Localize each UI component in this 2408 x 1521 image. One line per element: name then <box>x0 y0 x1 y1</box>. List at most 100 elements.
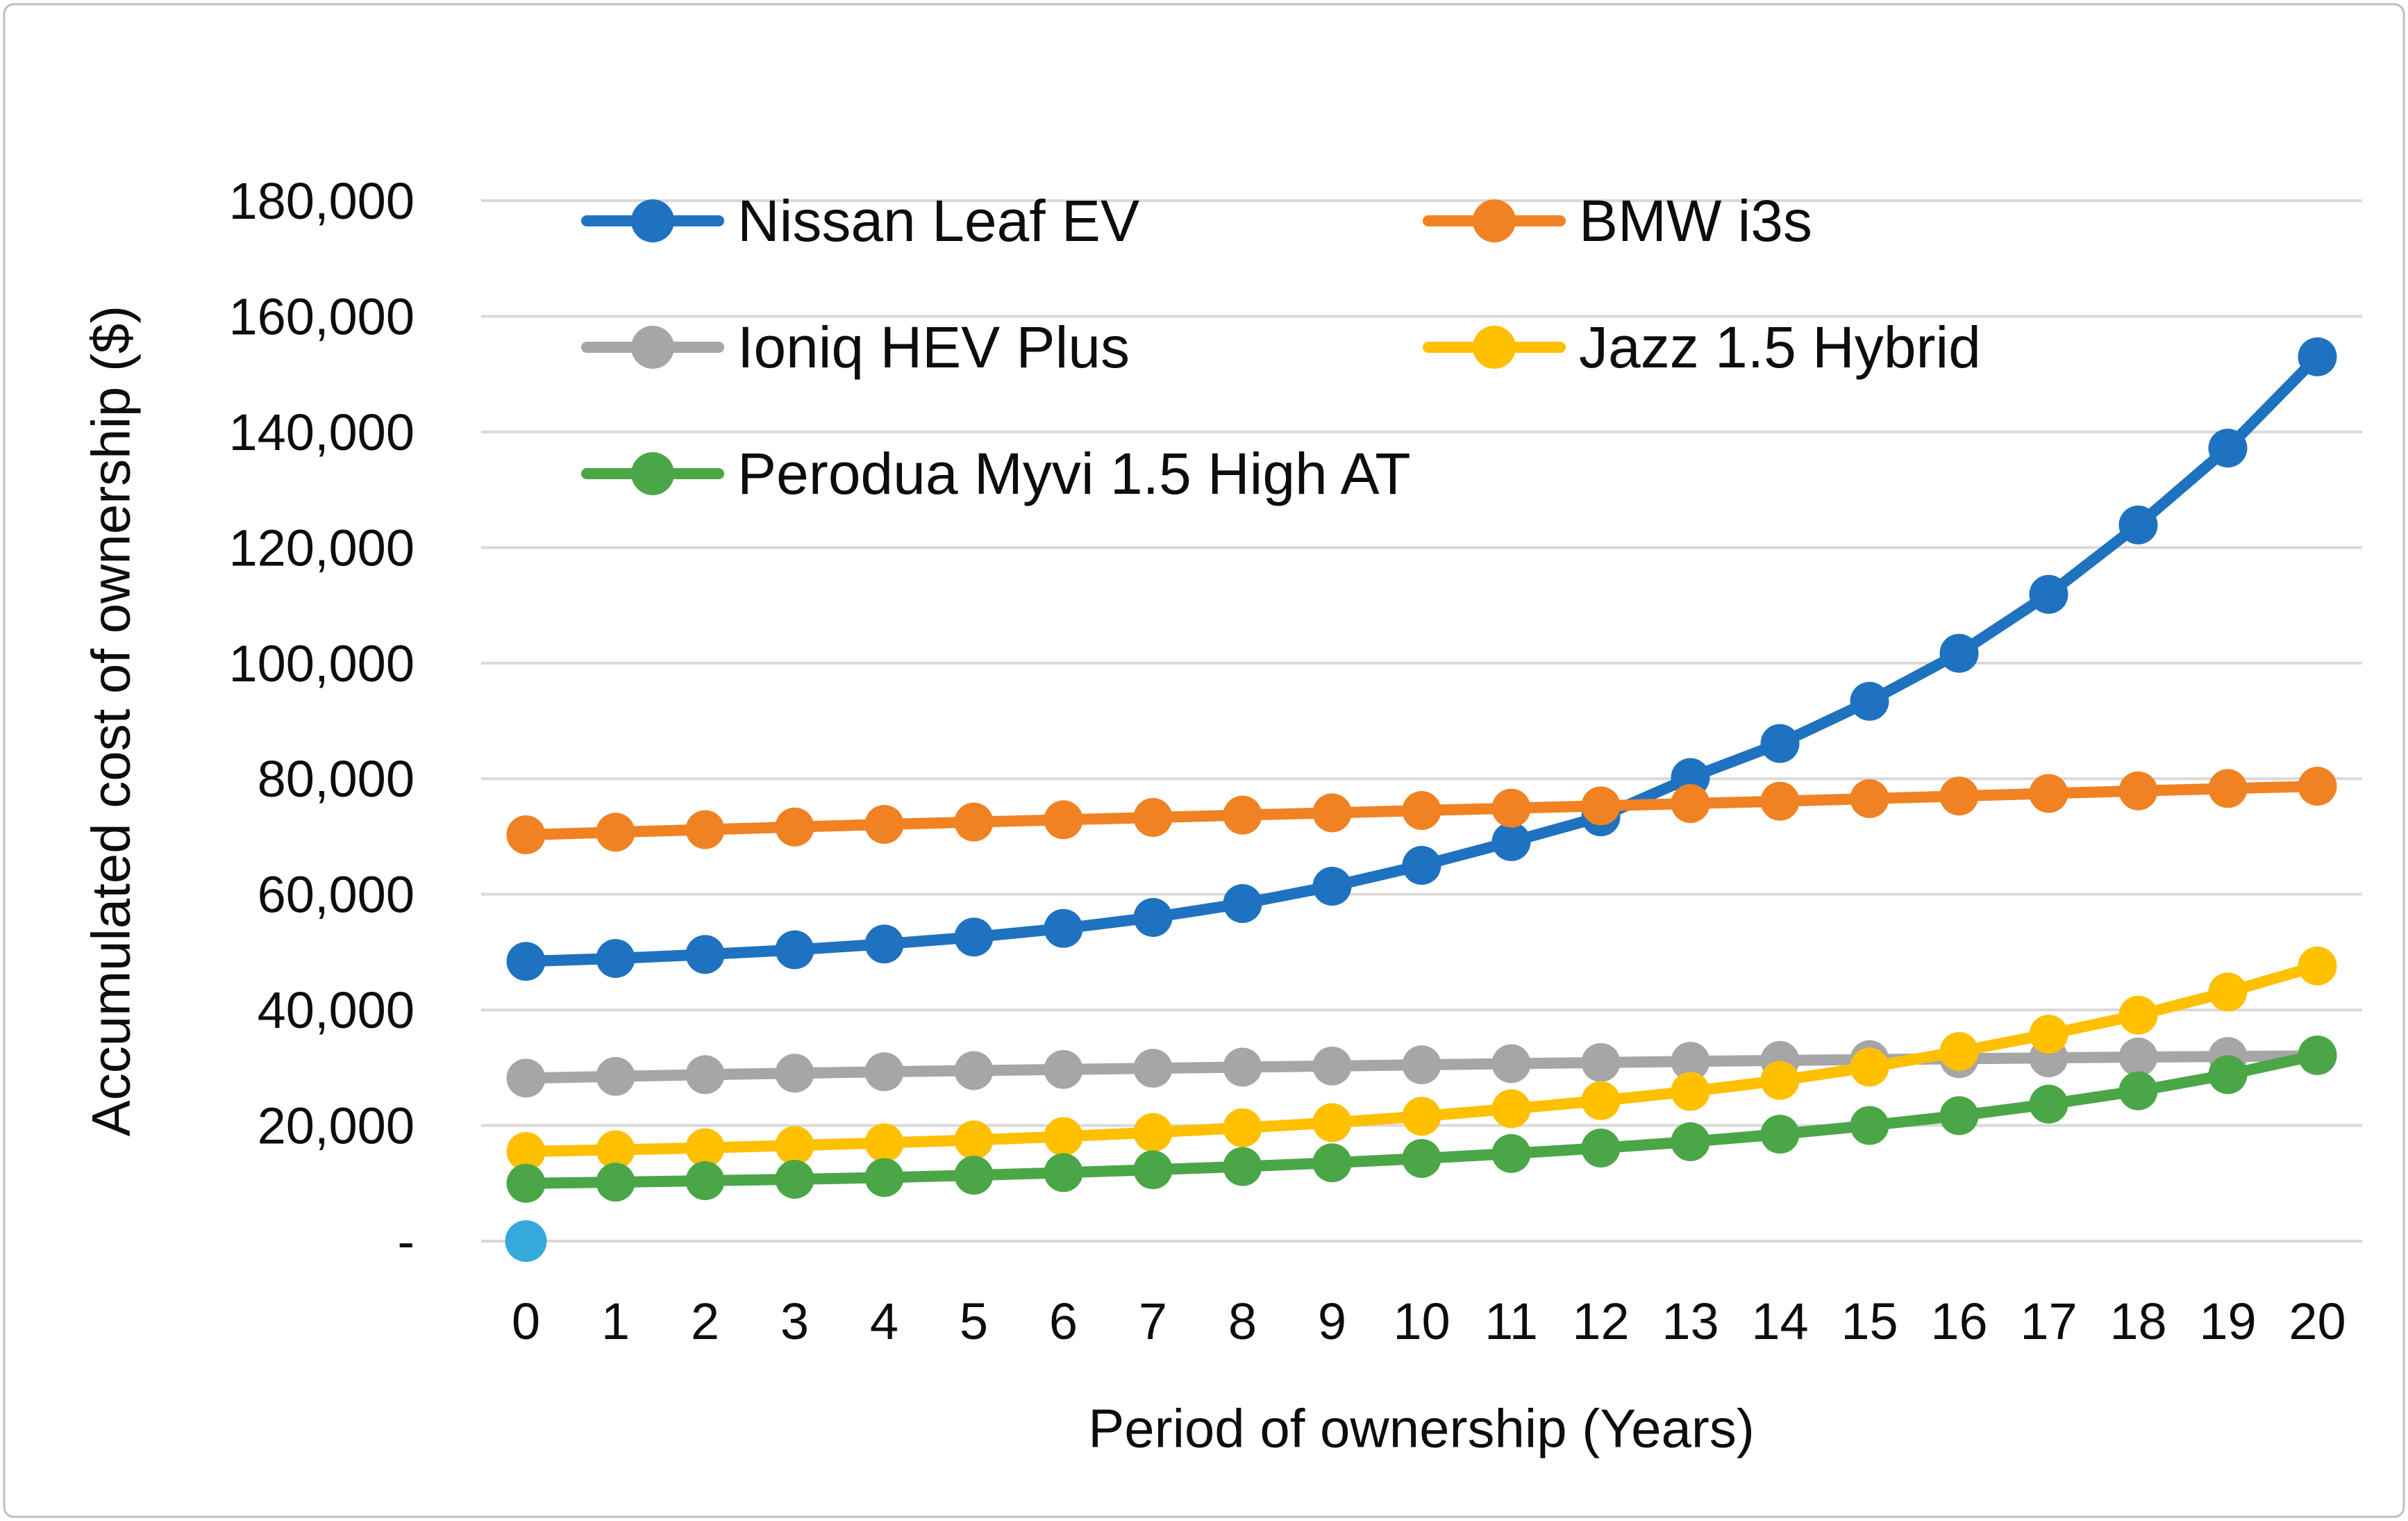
legend-label: Jazz 1.5 Hybrid <box>1579 315 1981 380</box>
data-point-bmw-i3s-year-16 <box>1939 776 1979 816</box>
x-tick-label-4: 4 <box>870 1293 898 1350</box>
data-point-perodua-myvi-1-5-high-at-year-3 <box>775 1159 814 1199</box>
data-point-jazz-1-5-hybrid-year-2 <box>685 1128 725 1167</box>
data-point-bmw-i3s-year-19 <box>2208 769 2248 808</box>
data-point-bmw-i3s-year-15 <box>1850 779 1889 818</box>
data-point-bmw-i3s-year-17 <box>2029 774 2068 813</box>
data-point-jazz-1-5-hybrid-year-6 <box>1044 1117 1083 1156</box>
data-point-bmw-i3s-year-0 <box>506 815 546 854</box>
x-tick-label-8: 8 <box>1228 1293 1257 1350</box>
data-point-ioniq-hev-plus-year-6 <box>1044 1049 1083 1089</box>
y-tick-label-100,000: 100,000 <box>229 635 415 692</box>
x-tick-label-18: 18 <box>2109 1293 2166 1350</box>
data-point-ioniq-hev-plus-year-2 <box>685 1055 725 1095</box>
data-point-nissan-leaf-ev-year-19 <box>2208 429 2248 468</box>
x-tick-label-6: 6 <box>1049 1293 1078 1350</box>
data-point-bmw-i3s-year-1 <box>596 813 635 852</box>
data-point-jazz-1-5-hybrid-year-4 <box>864 1123 904 1163</box>
data-point-perodua-myvi-1-5-high-at-year-4 <box>864 1158 904 1197</box>
data-point-bmw-i3s-year-6 <box>1044 800 1083 840</box>
data-point-nissan-leaf-ev-year-15 <box>1850 681 1889 721</box>
data-point-nissan-leaf-ev-year-16 <box>1939 633 1979 673</box>
data-point-nissan-leaf-ev-year-9 <box>1312 867 1352 906</box>
legend-label: Perodua Myvi 1.5 High AT <box>737 441 1411 506</box>
data-point-bmw-i3s-year-14 <box>1760 781 1800 821</box>
x-tick-label-7: 7 <box>1139 1293 1167 1350</box>
y-axis-title: Accumulated cost of ownership ($) <box>80 305 142 1137</box>
data-point-jazz-1-5-hybrid-year-8 <box>1223 1108 1262 1147</box>
y-tick-label-40,000: 40,000 <box>258 981 415 1039</box>
legend-dot-marker-icon <box>631 199 674 242</box>
data-point-perodua-myvi-1-5-high-at-year-7 <box>1133 1150 1173 1190</box>
data-point-jazz-1-5-hybrid-year-16 <box>1939 1032 1979 1072</box>
legend-dot-marker-icon <box>631 326 674 369</box>
data-point-bmw-i3s-year-3 <box>775 807 814 847</box>
data-point-nissan-leaf-ev-year-5 <box>954 917 994 957</box>
legend-label: BMW i3s <box>1579 188 1812 254</box>
legend-item-jazz-1-5-hybrid: Jazz 1.5 Hybrid <box>1423 315 1981 380</box>
y-tick-label--: - <box>397 1213 415 1270</box>
data-point-perodua-myvi-1-5-high-at-year-1 <box>596 1163 635 1202</box>
data-point-nissan-leaf-ev-year-14 <box>1760 724 1800 763</box>
x-tick-label-11: 11 <box>1485 1293 1538 1350</box>
data-point-perodua-myvi-1-5-high-at-year-0 <box>506 1163 546 1203</box>
x-tick-label-19: 19 <box>2199 1293 2256 1350</box>
x-tick-label-2: 2 <box>691 1293 719 1350</box>
data-point-jazz-1-5-hybrid-year-14 <box>1760 1061 1800 1100</box>
data-point-ioniq-hev-plus-year-0 <box>506 1058 546 1098</box>
data-point-nissan-leaf-ev-year-10 <box>1402 846 1441 886</box>
data-point-ioniq-hev-plus-year-1 <box>596 1056 635 1096</box>
data-point-bmw-i3s-year-7 <box>1133 797 1173 837</box>
data-point-bmw-i3s-year-9 <box>1312 793 1352 833</box>
data-point-jazz-1-5-hybrid-year-3 <box>775 1126 814 1165</box>
data-point-ioniq-hev-plus-year-9 <box>1312 1046 1352 1086</box>
data-point-perodua-myvi-1-5-high-at-year-16 <box>1939 1096 1979 1136</box>
data-point-perodua-myvi-1-5-high-at-year-6 <box>1044 1153 1083 1192</box>
legend-label: Ioniq HEV Plus <box>737 315 1130 380</box>
data-point-perodua-myvi-1-5-high-at-year-17 <box>2029 1084 2068 1124</box>
x-axis-title: Period of ownership (Years) <box>1088 1397 1755 1459</box>
data-point-bmw-i3s-year-13 <box>1671 784 1710 824</box>
data-point-perodua-myvi-1-5-high-at-year-13 <box>1671 1122 1710 1161</box>
data-point-jazz-1-5-hybrid-year-20 <box>2298 946 2337 986</box>
data-point-perodua-myvi-1-5-high-at-year-15 <box>1850 1106 1889 1145</box>
data-point-bmw-i3s-year-12 <box>1581 786 1621 826</box>
legend-item-nissan-leaf-ev: Nissan Leaf EV <box>581 188 1139 254</box>
x-tick-label-17: 17 <box>2020 1293 2077 1350</box>
data-point-perodua-myvi-1-5-high-at-year-14 <box>1760 1115 1800 1154</box>
x-tick-label-9: 9 <box>1318 1293 1346 1350</box>
legend-label: Nissan Leaf EV <box>737 188 1139 254</box>
y-tick-label-20,000: 20,000 <box>258 1097 415 1155</box>
data-point-jazz-1-5-hybrid-year-10 <box>1402 1097 1441 1136</box>
data-point-bmw-i3s-year-11 <box>1491 788 1531 828</box>
x-tick-label-15: 15 <box>1841 1293 1898 1350</box>
legend-item-bmw-i3s: BMW i3s <box>1423 188 1812 254</box>
data-point-perodua-myvi-1-5-high-at-year-19 <box>2208 1055 2248 1095</box>
data-point-perodua-myvi-1-5-high-at-year-12 <box>1581 1129 1621 1168</box>
data-point-jazz-1-5-hybrid-year-19 <box>2208 972 2248 1012</box>
origin-dot <box>505 1220 547 1262</box>
data-point-perodua-myvi-1-5-high-at-year-20 <box>2298 1036 2337 1075</box>
data-point-bmw-i3s-year-5 <box>954 802 994 842</box>
data-point-nissan-leaf-ev-year-18 <box>2118 505 2158 545</box>
data-point-bmw-i3s-year-2 <box>685 810 725 849</box>
x-tick-label-14: 14 <box>1751 1293 1808 1350</box>
data-point-nissan-leaf-ev-year-6 <box>1044 908 1083 948</box>
y-tick-label-120,000: 120,000 <box>229 519 415 576</box>
data-point-jazz-1-5-hybrid-year-17 <box>2029 1015 2068 1054</box>
x-tick-label-12: 12 <box>1572 1293 1629 1350</box>
y-tick-label-180,000: 180,000 <box>229 172 415 230</box>
data-point-nissan-leaf-ev-year-2 <box>685 935 725 974</box>
legend-dot-marker-icon <box>1473 199 1516 242</box>
data-point-ioniq-hev-plus-year-8 <box>1223 1047 1262 1087</box>
data-point-nissan-leaf-ev-year-8 <box>1223 883 1262 923</box>
data-point-perodua-myvi-1-5-high-at-year-5 <box>954 1156 994 1195</box>
x-tick-label-13: 13 <box>1662 1293 1719 1350</box>
x-tick-label-0: 0 <box>512 1293 540 1350</box>
y-tick-label-140,000: 140,000 <box>229 404 415 461</box>
data-point-jazz-1-5-hybrid-year-1 <box>596 1130 635 1170</box>
x-tick-label-10: 10 <box>1393 1293 1450 1350</box>
data-point-ioniq-hev-plus-year-5 <box>954 1051 994 1090</box>
